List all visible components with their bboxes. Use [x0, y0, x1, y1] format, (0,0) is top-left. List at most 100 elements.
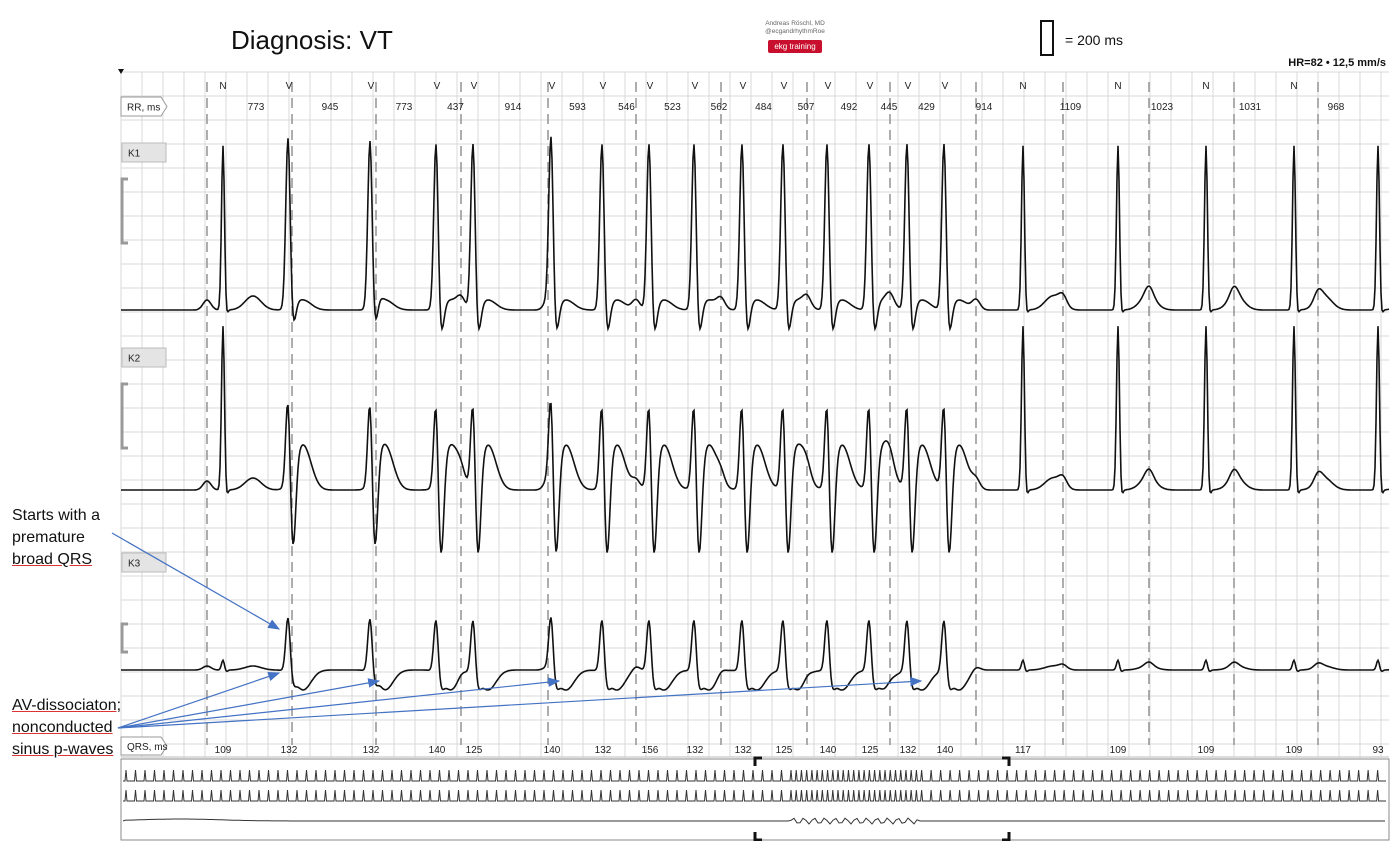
- lead-tag-k2: K2: [121, 347, 167, 368]
- qrs-duration-value: 125: [466, 745, 483, 756]
- beat-type-label: V: [867, 81, 874, 92]
- qrs-duration-value: 132: [687, 745, 704, 756]
- tag-label: K1: [128, 149, 141, 160]
- lead-k3-waveform: [121, 617, 1389, 691]
- arrow-p-wave: [117, 671, 281, 729]
- beat-type-label: V: [600, 81, 607, 92]
- arrow-premature-qrs: [111, 532, 281, 630]
- overview-selection-bracket: [1002, 756, 1011, 766]
- p-wave-markers: [206, 82, 1319, 745]
- rr-track-tag: RR, ms: [120, 96, 168, 117]
- tag-label: RR, ms: [127, 103, 160, 114]
- tag-label: QRS, ms: [127, 742, 168, 753]
- qrs-track-tag: QRS, ms: [120, 736, 168, 756]
- qrs-duration-value: 132: [595, 745, 612, 756]
- strip-start-marker: [118, 69, 124, 74]
- qrs-duration-value: 140: [544, 745, 561, 756]
- rr-interval-value: 523: [664, 102, 681, 113]
- qrs-duration-value: 109: [1198, 745, 1215, 756]
- beat-type-label: V: [368, 81, 375, 92]
- arrow-p-wave: [117, 678, 381, 729]
- rr-interval-value: 1109: [1060, 102, 1082, 113]
- tag-label: K2: [128, 354, 141, 365]
- overview-trace-3: [122, 817, 1385, 825]
- arrow-p-wave: [117, 676, 923, 729]
- heart-rate-speed: HR=82 • 12,5 mm/s: [1288, 57, 1386, 69]
- qrs-duration-value: 132: [281, 745, 298, 756]
- logo-handle: @ecgandrhythmRoe: [765, 28, 825, 35]
- beat-type-label: V: [740, 81, 747, 92]
- qrs-duration-value: 117: [1015, 745, 1031, 756]
- rr-interval-value: 945: [322, 102, 339, 113]
- qrs-duration-value: 140: [820, 745, 837, 756]
- calibration-bracket: [120, 382, 128, 450]
- rr-interval-value: 562: [711, 102, 728, 113]
- time-scale-label: = 200 ms: [1065, 32, 1123, 48]
- rr-interval-value: 593: [569, 102, 586, 113]
- overview-selection-bracket: [753, 756, 762, 766]
- rr-interval-value: 1031: [1239, 102, 1262, 113]
- rr-interval-value: 429: [918, 102, 935, 113]
- beat-type-label: N: [1114, 81, 1121, 92]
- beat-type-label: V: [434, 81, 441, 92]
- rr-interval-value: 437: [447, 102, 464, 113]
- lead-tag-k1: K1: [121, 142, 167, 163]
- beat-type-label: N: [1019, 81, 1026, 92]
- beat-type-label: V: [549, 81, 556, 92]
- beat-type-label: N: [1290, 81, 1297, 92]
- annotation-line: nonconducted: [12, 719, 113, 736]
- rr-interval-value: 773: [396, 102, 413, 113]
- tag-shape: [120, 736, 168, 756]
- beat-type-label: V: [647, 81, 654, 92]
- author-logo: Andreas Röschl, MD @ecgandrhythmRoe ekg …: [760, 20, 830, 62]
- rr-interval-value: 546: [618, 102, 635, 113]
- tag-shape: [121, 347, 167, 368]
- overview-frame: [120, 758, 1390, 841]
- rr-interval-value: 773: [248, 102, 265, 113]
- overview-trace-2: [123, 789, 1386, 802]
- beat-type-label: N: [1202, 81, 1209, 92]
- qrs-duration-value: 140: [429, 745, 446, 756]
- annotation-arrows: [111, 532, 923, 729]
- overview-selection-bracket: [1002, 832, 1011, 841]
- qrs-duration-value: 132: [735, 745, 752, 756]
- lead-k2-waveform: [121, 326, 1390, 553]
- arrow-p-wave: [117, 677, 561, 729]
- rr-interval-value: 507: [798, 102, 815, 113]
- qrs-duration-value: 109: [1286, 745, 1303, 756]
- beat-type-label: V: [825, 81, 832, 92]
- overview-strip: [120, 756, 1390, 841]
- lead-k1-waveform: [121, 136, 1390, 332]
- qrs-duration-value: 132: [363, 745, 380, 756]
- beat-type-label: V: [471, 81, 478, 92]
- qrs-duration-value: 140: [937, 745, 954, 756]
- logo-author-name: Andreas Röschl, MD: [765, 20, 825, 27]
- tag-label: K3: [128, 559, 141, 570]
- rr-interval-value: 914: [976, 102, 993, 113]
- qrs-duration-value: 125: [862, 745, 879, 756]
- time-scale-box: [1040, 20, 1054, 56]
- beat-type-label: V: [781, 81, 788, 92]
- beat-type-label: V: [942, 81, 949, 92]
- qrs-duration-value: 125: [776, 745, 793, 756]
- ecg-grid: [120, 71, 1389, 758]
- rr-interval-value: 484: [755, 102, 772, 113]
- annotation-line: Starts with a: [12, 507, 101, 524]
- overview-trace-1: [123, 769, 1386, 782]
- lead-tag-k3: K3: [121, 552, 167, 573]
- calibration-bracket: [120, 177, 128, 245]
- rr-interval-value: 1023: [1151, 102, 1174, 113]
- annotation-premature-qrs: Starts with a premature broad QRS: [12, 505, 100, 571]
- rr-interval-value: 492: [841, 102, 858, 113]
- qrs-duration-value: 109: [1110, 745, 1127, 756]
- rr-interval-value: 445: [881, 102, 898, 113]
- ecg-waveforms: [121, 136, 1390, 691]
- annotation-line: broad QRS: [12, 551, 93, 568]
- annotation-line: premature: [12, 529, 85, 546]
- tag-shape: [121, 142, 167, 163]
- qrs-duration-value: 109: [215, 745, 232, 756]
- page-title: Diagnosis: VT: [231, 25, 393, 55]
- annotation-line: AV-dissociaton;: [12, 697, 122, 714]
- beat-type-label: V: [905, 81, 912, 92]
